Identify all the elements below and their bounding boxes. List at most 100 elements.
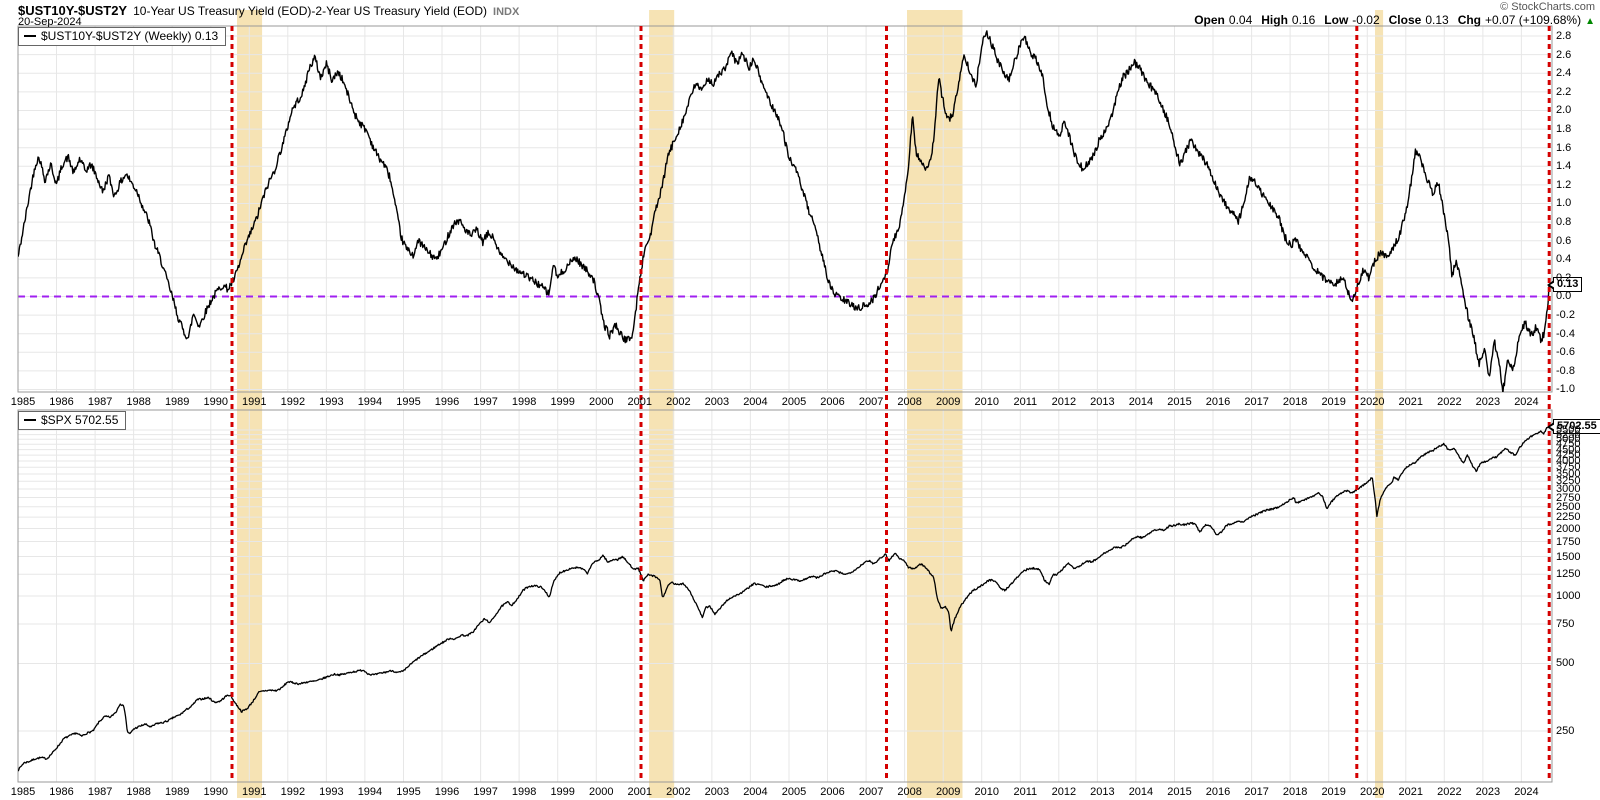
legend-line-swatch-icon <box>24 34 36 37</box>
callout-arrow-icon <box>1550 282 1555 288</box>
x-axis-tick-label: 2022 <box>1437 396 1462 408</box>
recession-band <box>1375 10 1384 798</box>
x-axis-tick-label: 1999 <box>550 396 575 408</box>
recession-band <box>649 10 675 798</box>
x-axis-tick-label: 1986 <box>49 786 74 798</box>
y-axis-tick-label: 3750 <box>1556 461 1581 474</box>
y-axis-tick-label: 2.4 <box>1556 67 1572 80</box>
x-axis-tick-label: 2011 <box>1013 396 1038 408</box>
x-axis-tick-label: 1994 <box>357 786 383 798</box>
gridlines <box>17 26 1552 782</box>
x-axis-tick-label: 2010 <box>974 396 999 408</box>
x-axis-tick-label: 1997 <box>473 786 498 798</box>
y-axis-tick-label: -0.6 <box>1556 346 1575 359</box>
spread-last-price-callout: 0.13 <box>1547 277 1583 292</box>
y-axis-tick-label: 1.8 <box>1556 123 1572 136</box>
y-axis-tick-label: 4500 <box>1556 443 1581 456</box>
x-axis-tick-label: 2002 <box>666 786 691 798</box>
spread-panel-border <box>17 25 1553 393</box>
y-axis-tick-label: -0.8 <box>1556 364 1575 377</box>
x-axis-tick-label: 1993 <box>319 396 344 408</box>
ticker-symbol: $UST10Y-$UST2Y <box>18 3 128 18</box>
high-value: 0.16 <box>1291 13 1316 27</box>
y-axis-tick-label: 1000 <box>1556 590 1581 602</box>
close-label: Close <box>1388 13 1422 27</box>
x-axis-tick-label: 2021 <box>1398 396 1424 408</box>
y-axis-tick-label: 2250 <box>1556 511 1581 524</box>
y-axis-tick-label: 2500 <box>1556 500 1581 513</box>
x-axis-tick-label: 2016 <box>1205 396 1231 408</box>
x-axis-tick-label: 2018 <box>1282 396 1308 408</box>
treasury-spread-line <box>18 30 1550 392</box>
x-axis-tick-label: 2007 <box>858 396 884 408</box>
change-value: +0.07 (+109.68%) <box>1485 13 1582 27</box>
change-up-arrow-icon: ▲ <box>1585 16 1595 27</box>
x-axis-tick-label: 1995 <box>396 786 421 798</box>
x-axis-tick-label: 1987 <box>87 396 113 408</box>
x-axis-tick-label: 2003 <box>704 396 730 408</box>
spx-last-price-callout: 5702.55 <box>1547 419 1600 434</box>
x-axis-tick-label: 2008 <box>897 396 922 408</box>
x-axis-tick-label: 1999 <box>550 786 575 798</box>
spx-legend-label: $SPX 5702.55 <box>41 413 119 427</box>
copyright: © StockCharts.com <box>1500 1 1595 13</box>
y-axis-tick-label: 2000 <box>1556 522 1581 535</box>
x-axis-tick-label: 2014 <box>1128 396 1154 408</box>
x-axis-tick-label: 2015 <box>1167 786 1192 798</box>
x-axis-tick-label: 2006 <box>820 786 845 798</box>
x-axis-tick-label: 1998 <box>511 396 537 408</box>
x-axis-tick-label: 2013 <box>1090 396 1115 408</box>
x-axis-tick-label: 2014 <box>1128 786 1154 798</box>
chart-header: $UST10Y-$UST2Y 10-Year US Treasury Yield … <box>18 2 519 20</box>
y-axis-tick-label: 5500 <box>1556 424 1581 437</box>
legend-line-swatch-icon <box>24 418 36 421</box>
x-axis-tick-label: 2020 <box>1360 786 1385 798</box>
x-axis-tick-label: 2024 <box>1514 786 1539 798</box>
callout-arrow-icon <box>1550 424 1555 430</box>
x-axis-tick-label: 1988 <box>126 396 151 408</box>
x-axis-tick-label: 1989 <box>164 786 190 798</box>
x-axis-tick-label: 2021 <box>1398 786 1424 798</box>
y-axis-tick-label: 0.8 <box>1556 216 1572 229</box>
y-axis-tick-label: 0.4 <box>1556 253 1572 266</box>
low-label: Low <box>1324 13 1349 27</box>
y-axis-tick-label: -0.4 <box>1556 327 1575 340</box>
x-axis-tick-label: 2004 <box>743 396 768 408</box>
x-axis-tick-label: 1991 <box>242 396 267 408</box>
spx-line <box>18 426 1550 772</box>
x-axis-tick-label: 2019 <box>1321 396 1346 408</box>
x-axis-tick-label: 1990 <box>203 396 228 408</box>
y-axis-tick-label: 3500 <box>1556 468 1581 481</box>
chart-date: 20-Sep-2024 <box>18 16 82 28</box>
x-axis-tick-label: 1986 <box>49 396 74 408</box>
y-axis-tick-label: 750 <box>1556 618 1575 630</box>
x-axis-tick-label: 2022 <box>1437 786 1462 798</box>
open-value: 0.04 <box>1228 13 1253 27</box>
y-axis-tick-label: 2.8 <box>1556 30 1572 43</box>
x-axis-tick-label: 1995 <box>396 396 421 408</box>
x-axis-tick-label: 2024 <box>1514 396 1539 408</box>
x-axis-tick-label: 1993 <box>319 786 344 798</box>
x-axis-tick-label: 2012 <box>1051 786 1077 798</box>
y-axis-tick-label: 0.2 <box>1556 271 1572 284</box>
x-axis-tick-label: 2000 <box>589 786 614 798</box>
low-value: -0.02 <box>1352 13 1380 27</box>
x-axis-tick-label: 2003 <box>704 786 730 798</box>
y-axis-tick-label: 2.0 <box>1556 104 1572 117</box>
y-axis-tick-label: -1.0 <box>1556 383 1575 396</box>
x-axis-tick-label: 1992 <box>280 786 306 798</box>
x-axis-tick-label: 2016 <box>1205 786 1231 798</box>
y-axis-tick-label: 5000 <box>1556 433 1581 446</box>
chart-description: 10-Year US Treasury Yield (EOD)-2-Year U… <box>133 4 488 18</box>
quote-row: Open 0.04 High 0.16 Low -0.02 Close 0.13 Chg +0.0… <box>1194 13 1595 27</box>
y-axis-tick-label: 4250 <box>1556 449 1581 462</box>
y-axis-tick-label: 0.6 <box>1556 234 1572 247</box>
x-axis-tick-label: 2000 <box>589 396 614 408</box>
x-axis-tick-label: 2011 <box>1013 786 1038 798</box>
recession-band <box>907 10 963 798</box>
y-axis-tick-label: -0.2 <box>1556 309 1575 322</box>
x-axis-tick-label: 2023 <box>1475 786 1501 798</box>
y-axis-tick-label: 1.6 <box>1556 141 1572 154</box>
